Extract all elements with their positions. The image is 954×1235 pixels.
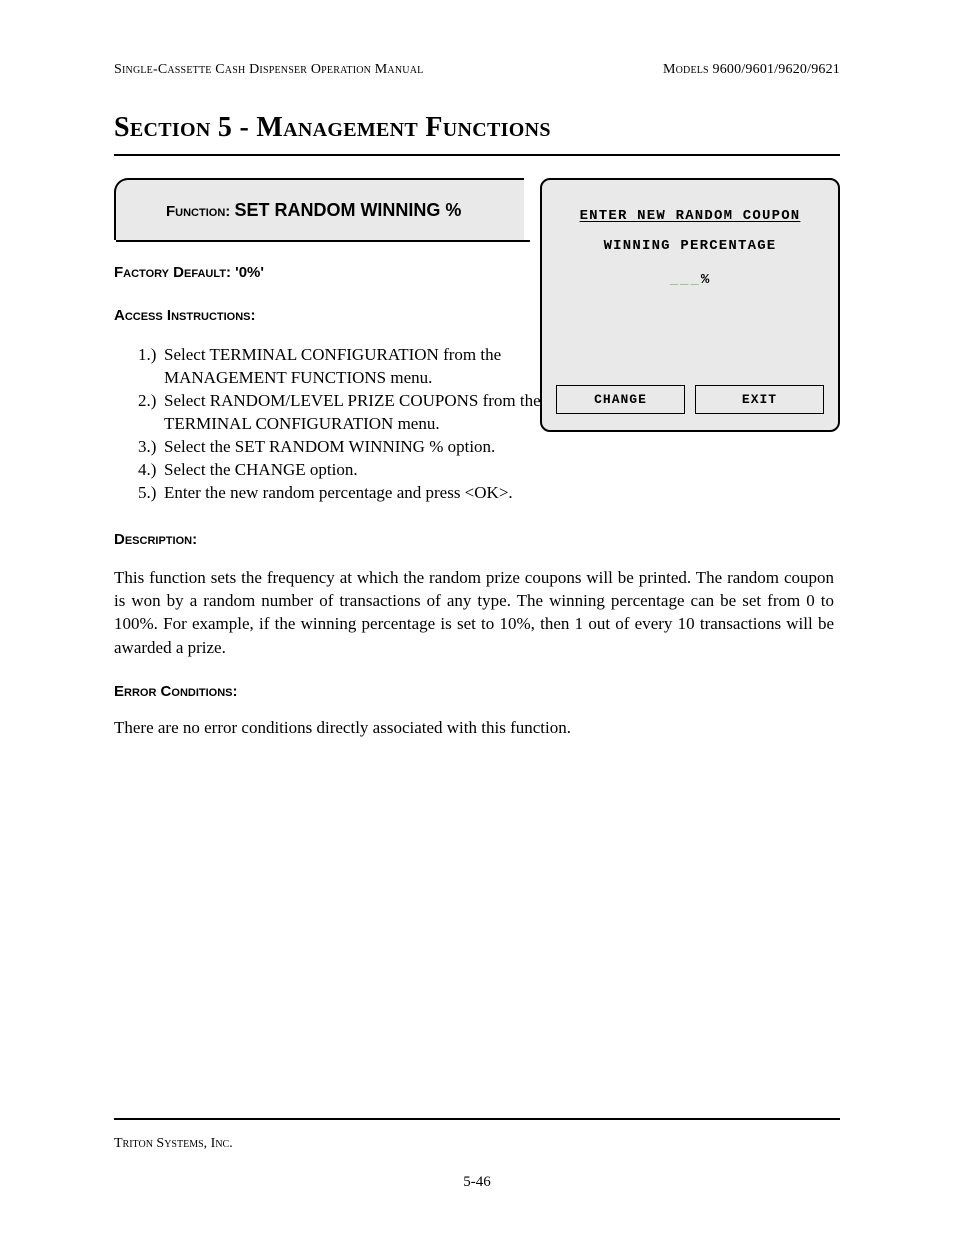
screen-value: ___% [670, 272, 711, 288]
instruction-item: 2.) Select RANDOM/LEVEL PRIZE COUPONS fr… [138, 390, 558, 436]
function-name: SET RANDOM WINNING % [234, 200, 461, 220]
instruction-item: 1.) Select TERMINAL CONFIGURATION from t… [138, 344, 558, 390]
page-header: Single-Cassette Cash Dispenser Operation… [114, 62, 840, 78]
section-title: Section 5 - Management Functions [114, 112, 840, 144]
screen-percent-sign: % [701, 272, 710, 288]
access-instructions-label: Access Instructions: [114, 307, 524, 324]
instruction-list: 1.) Select TERMINAL CONFIGURATION from t… [138, 344, 558, 505]
instruction-number: 5.) [138, 482, 164, 505]
error-conditions-text: There are no error conditions directly a… [114, 718, 840, 738]
instruction-number: 3.) [138, 436, 164, 459]
content-area: ENTER NEW RANDOM COUPON WINNING PERCENTA… [114, 178, 840, 738]
instruction-text: Select TERMINAL CONFIGURATION from the M… [164, 344, 558, 390]
screen-input-placeholder: ___ [670, 272, 701, 288]
instruction-text: Enter the new random percentage and pres… [164, 482, 513, 505]
screen-heading-1: ENTER NEW RANDOM COUPON [580, 208, 801, 224]
instruction-number: 4.) [138, 459, 164, 482]
footer-company: Triton Systems, Inc. [114, 1136, 840, 1152]
instruction-number: 1.) [138, 344, 164, 390]
footer-rule [114, 1118, 840, 1120]
change-button[interactable]: CHANGE [556, 385, 685, 414]
instruction-text: Select the CHANGE option. [164, 459, 358, 482]
exit-button[interactable]: EXIT [695, 385, 824, 414]
body-left: Factory Default: '0%' Access Instruction… [114, 264, 524, 324]
error-conditions-label: Error Conditions: [114, 683, 840, 700]
header-right: Models 9600/9601/9620/9621 [663, 62, 840, 78]
instruction-number: 2.) [138, 390, 164, 436]
instruction-item: 5.) Enter the new random percentage and … [138, 482, 558, 505]
header-left: Single-Cassette Cash Dispenser Operation… [114, 62, 423, 78]
instruction-item: 3.) Select the SET RANDOM WINNING % opti… [138, 436, 558, 459]
description-label: Description: [114, 531, 840, 548]
footer-page-number: 5-46 [114, 1174, 840, 1191]
instruction-text: Select RANDOM/LEVEL PRIZE COUPONS from t… [164, 390, 558, 436]
instruction-item: 4.) Select the CHANGE option. [138, 459, 558, 482]
title-rule [114, 154, 840, 156]
function-banner: Function: SET RANDOM WINNING % [114, 178, 524, 240]
screen-heading-2: WINNING PERCENTAGE [604, 238, 777, 254]
function-label: Function: [166, 203, 234, 220]
factory-default: Factory Default: '0%' [114, 264, 524, 281]
terminal-screen: ENTER NEW RANDOM COUPON WINNING PERCENTA… [540, 178, 840, 432]
screen-button-row: CHANGE EXIT [556, 385, 824, 414]
description-text: This function sets the frequency at whic… [114, 566, 834, 660]
page-footer: Triton Systems, Inc. 5-46 [114, 1118, 840, 1191]
instruction-text: Select the SET RANDOM WINNING % option. [164, 436, 495, 459]
